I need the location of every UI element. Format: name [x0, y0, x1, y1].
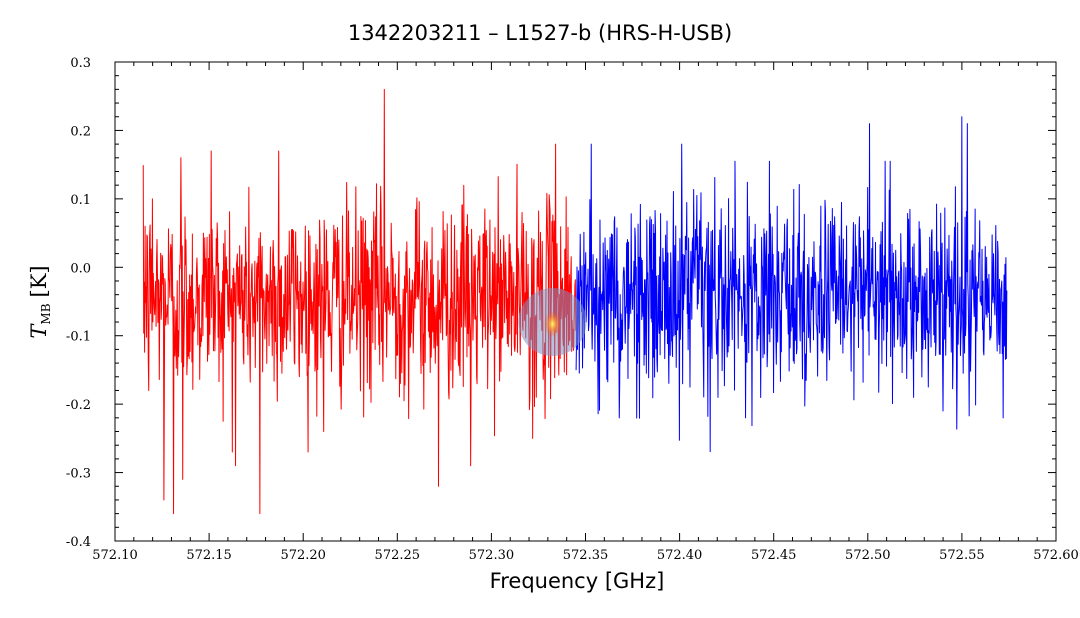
x-axis-label: Frequency [GHz]	[490, 569, 665, 593]
x-tick-label: 572.15	[186, 548, 232, 563]
x-tick-label: 572.35	[563, 548, 609, 563]
x-tick-label: 572.25	[375, 548, 421, 563]
y-tick-label: -0.3	[66, 467, 91, 482]
spectrum-series-1	[142, 88, 577, 515]
y-axis-symbol: T	[27, 323, 51, 339]
y-tick-label: 0.0	[70, 261, 91, 276]
x-tick-label: 572.60	[1033, 548, 1079, 563]
chart-title: 1342203211 – L1527-b (HRS-H-USB)	[348, 21, 732, 45]
x-tick-label: 572.55	[939, 548, 985, 563]
x-tick-label: 572.30	[469, 548, 515, 563]
x-tick-label: 572.40	[657, 548, 703, 563]
y-axis-subscript: MB	[39, 303, 53, 324]
x-tick-label: 572.45	[751, 548, 797, 563]
y-axis-unit: [K]	[27, 265, 51, 297]
x-tick-label: 572.10	[92, 548, 138, 563]
y-tick-label: -0.1	[66, 330, 91, 345]
y-tick-label: -0.2	[66, 398, 91, 413]
x-tick-label: 572.50	[845, 548, 891, 563]
spectrum-series-2	[575, 116, 1008, 453]
y-tick-label: 0.1	[70, 193, 91, 208]
line-marker-glow	[538, 302, 567, 347]
y-tick-label: 0.2	[70, 124, 91, 139]
y-tick-label: 0.3	[70, 56, 91, 71]
y-tick-label: -0.4	[66, 535, 91, 550]
x-tick-label: 572.20	[280, 548, 326, 563]
y-axis-label: TMB [K]	[27, 265, 53, 338]
plot-area: 572.10 572.15 572.20 572.25 572.30 572.35 572.…	[66, 56, 1079, 563]
